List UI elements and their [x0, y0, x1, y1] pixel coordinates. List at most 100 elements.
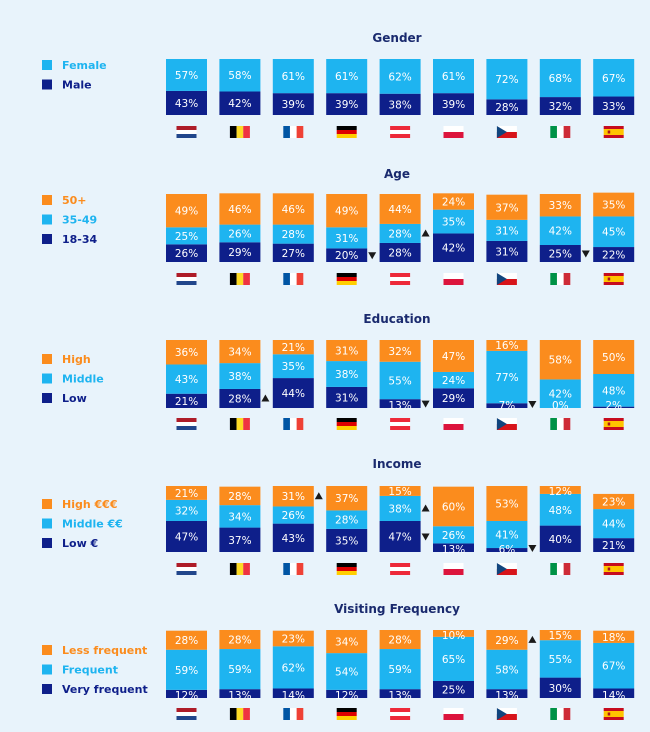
trend-up-icon: [314, 492, 323, 500]
data-label: 58%: [549, 355, 572, 367]
data-label: 42%: [228, 98, 251, 110]
data-label: 38%: [228, 371, 251, 383]
bar-segment-middle-eureur: [166, 499, 207, 521]
legend-label: Male: [62, 79, 92, 92]
data-label: 47%: [175, 531, 198, 543]
bar-segment-male: [433, 93, 474, 115]
bar-segment-high-eureureur: [486, 486, 528, 521]
flag-germany-icon: [336, 563, 357, 575]
bar-segment-middle-eureur: [433, 526, 474, 544]
legend-label: Middle: [62, 373, 104, 386]
flag-czechia-icon: [496, 273, 517, 285]
legend-label: High €€€: [62, 498, 117, 511]
data-label: 28%: [495, 102, 518, 114]
bar-spain: 33% 67%: [593, 59, 635, 138]
bar-segment-middle-eureur: [272, 506, 314, 524]
data-label: 32%: [175, 505, 198, 517]
data-label: 47%: [388, 531, 411, 543]
data-label: 28%: [228, 393, 251, 405]
bar-segment-female: [219, 59, 261, 92]
data-label: 43%: [175, 374, 198, 386]
bar-segment-female: [272, 59, 314, 94]
bar-czechia: 6% 41% 53%: [486, 486, 537, 575]
data-label: 31%: [282, 491, 305, 503]
bar-poland: 29% 24% 47%: [433, 340, 474, 430]
bar-poland: 13% 26% 60%: [433, 486, 474, 575]
bar-segment-middle-eureur: [539, 493, 581, 526]
legend-swatch: [42, 499, 52, 509]
flag-austria-icon: [390, 273, 411, 285]
bar-segment-frequent: [593, 642, 635, 689]
data-label: 37%: [335, 493, 358, 505]
bar-segment-middle: [272, 354, 314, 379]
data-label: 15%: [388, 486, 411, 498]
bar-segment-high-eureureur: [166, 486, 207, 500]
flag-france-icon: [283, 418, 304, 430]
data-label: 39%: [282, 99, 305, 111]
bar-segment-high-eureureur: [219, 486, 261, 506]
section-title: Visiting Frequency: [334, 602, 460, 616]
flag-germany-icon: [336, 273, 357, 285]
bar-segment-high: [272, 340, 314, 355]
bar-segment-35-49: [486, 219, 528, 241]
bar-segment-less-frequent: [166, 630, 207, 650]
trend-down-icon: [528, 545, 537, 552]
data-label: 12%: [549, 486, 572, 498]
data-label: 35%: [335, 535, 358, 547]
bar-segment-frequent: [539, 640, 581, 678]
data-label: 34%: [335, 637, 358, 649]
legend-label: Low €: [62, 537, 98, 550]
bar-segment-high-eureureur: [379, 486, 421, 496]
trend-up-icon: [421, 229, 430, 237]
section-title: Income: [372, 457, 421, 471]
bar-czechia: 13% 58% 29%: [486, 630, 537, 720]
flag-netherlands-icon: [176, 563, 197, 575]
bar-segment-less-frequent: [379, 630, 421, 650]
bar-segment-very-frequent: [539, 677, 581, 698]
trend-up-icon: [528, 635, 537, 643]
bar-segment-frequent: [326, 653, 368, 690]
data-label: 30%: [549, 683, 572, 695]
data-label: 12%: [335, 690, 358, 702]
flag-netherlands-icon: [176, 708, 197, 720]
bar-segment-female: [166, 59, 207, 91]
flag-germany-icon: [336, 708, 357, 720]
data-label: 25%: [549, 249, 572, 261]
bar-segment-50plus: [326, 194, 368, 228]
bar-segment-frequent: [272, 646, 314, 689]
bar-segment-low-eur: [486, 548, 528, 552]
bar-segment-female: [539, 59, 581, 98]
bar-segment-less-frequent: [593, 630, 635, 643]
bar-segment-50plus: [486, 194, 528, 220]
flag-italy-icon: [550, 708, 571, 720]
bar-segment-35-49: [433, 209, 474, 234]
bar-segment-low: [326, 386, 368, 408]
bar-segment-male: [486, 99, 528, 115]
bar-germany: 12% 54% 34%: [326, 630, 368, 720]
bar-segment-low: [166, 393, 207, 408]
bar-segment-frequent: [166, 649, 207, 690]
data-label: 67%: [602, 73, 625, 85]
data-label: 42%: [442, 243, 465, 255]
data-label: 47%: [442, 351, 465, 363]
data-label: 31%: [495, 246, 518, 258]
trend-down-icon: [421, 400, 430, 408]
bar-segment-high: [379, 340, 421, 362]
data-label: 61%: [442, 71, 465, 83]
bar-spain: 21% 44% 23%: [593, 493, 635, 575]
bar-segment-low-eur: [379, 520, 421, 552]
data-label: 44%: [388, 204, 411, 216]
data-label: 21%: [282, 342, 305, 354]
bar-netherlands: 12% 59% 28%: [166, 630, 207, 720]
data-label: 15%: [549, 630, 572, 642]
bar-segment-middle-eureur: [486, 520, 528, 549]
bar-segment-18-34: [272, 243, 314, 262]
bar-segment-50plus: [433, 193, 474, 210]
flag-italy-icon: [550, 126, 571, 138]
bar-segment-high-eureureur: [433, 486, 474, 527]
bar-netherlands: 47% 32% 21%: [166, 486, 207, 575]
flag-czechia-icon: [496, 708, 517, 720]
data-label: 68%: [549, 73, 572, 85]
data-label: 36%: [175, 347, 198, 359]
